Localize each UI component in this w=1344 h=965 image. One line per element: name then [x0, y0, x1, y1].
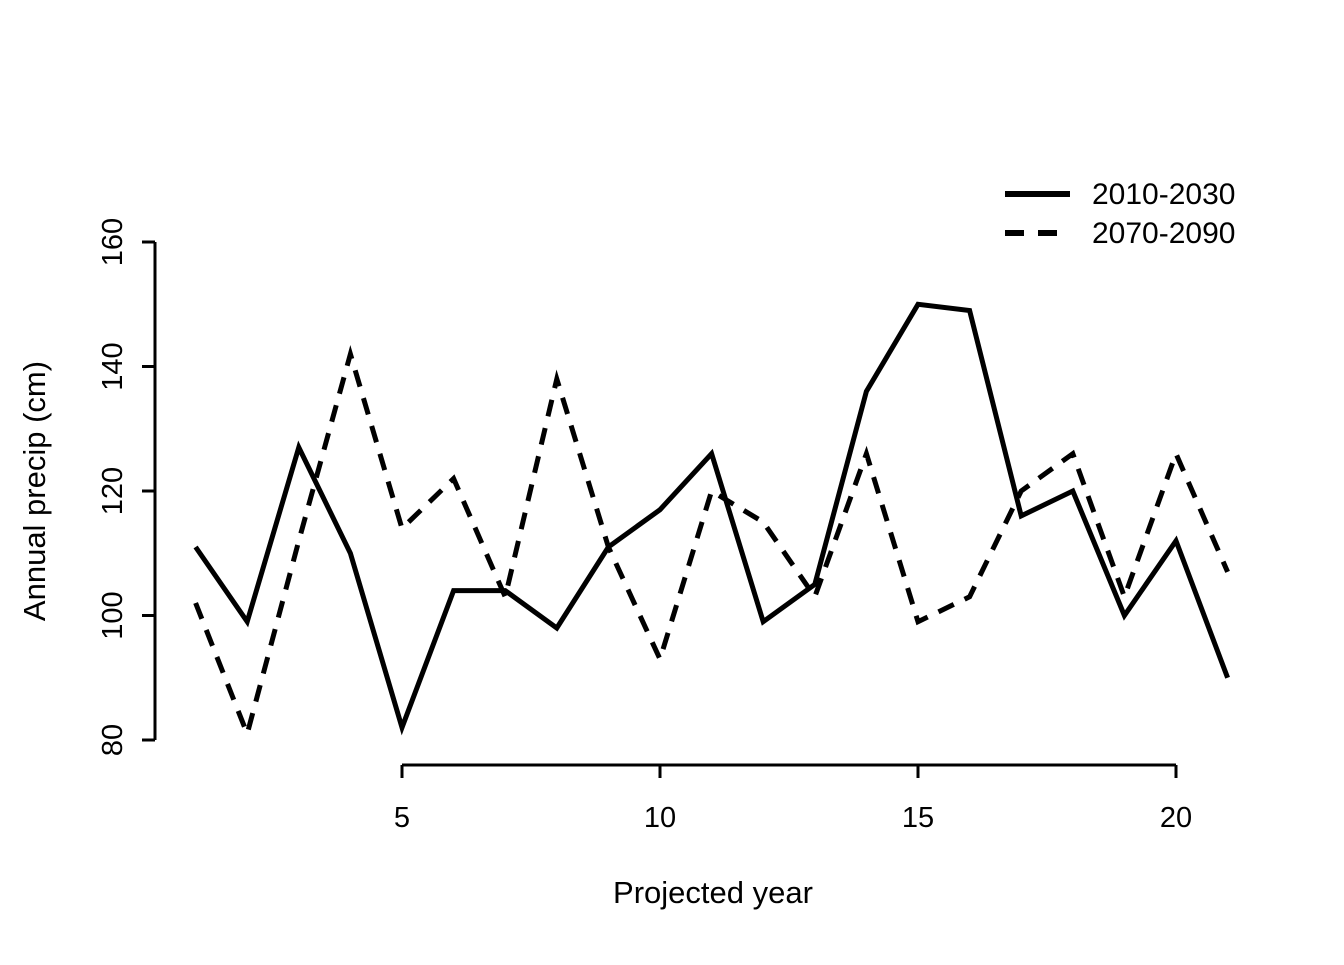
- x-tick-label: 15: [902, 802, 934, 834]
- x-tick-label: 20: [1160, 802, 1192, 834]
- y-tick-label: 140: [97, 342, 129, 390]
- series-2070-2090: [193, 345, 1230, 742]
- x-tick-label: 10: [644, 802, 676, 834]
- x-tick-label: 5: [394, 802, 410, 834]
- legend-label-2010-2030: 2010-2030: [1092, 178, 1235, 211]
- x-axis-title: Projected year: [613, 875, 813, 910]
- y-axis-title: Annual precip (cm): [17, 361, 52, 621]
- series-lines: [193, 301, 1230, 742]
- y-tick-label: 120: [97, 467, 129, 515]
- axes: 80 100 120 140 160 5 10 15 20: [97, 218, 1192, 834]
- legend: 2010-2030 2070-2090: [1005, 178, 1235, 250]
- series-2010-2030: [193, 301, 1230, 736]
- y-tick-label: 160: [97, 218, 129, 266]
- y-tick-label: 80: [97, 724, 129, 756]
- y-tick-label: 100: [97, 591, 129, 639]
- legend-label-2070-2090: 2070-2090: [1092, 217, 1235, 250]
